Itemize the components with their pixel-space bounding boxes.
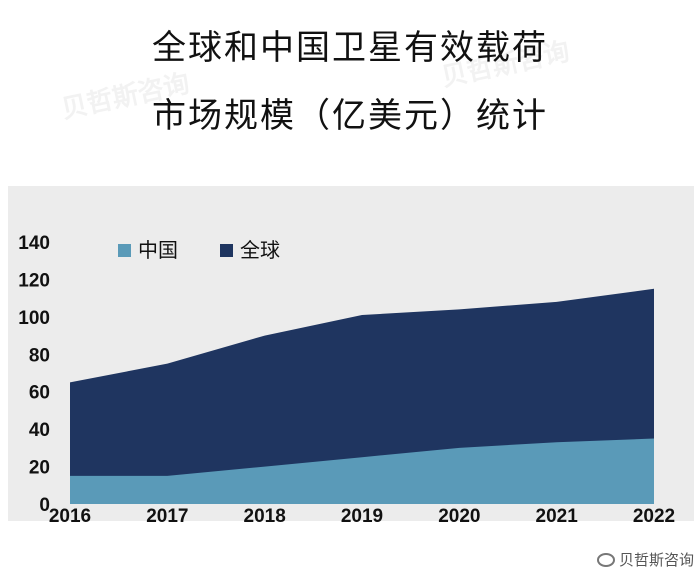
- y-axis-ticks: 0 20 40 60 80 100 120 140: [18, 233, 50, 516]
- chart-title-line-2: 市场规模（亿美元）统计: [152, 96, 548, 136]
- legend-swatch-global: [220, 244, 233, 257]
- x-tick-label: 2017: [146, 506, 188, 527]
- x-tick-label: 2020: [438, 506, 480, 527]
- footer-watermark: 贝哲斯咨询: [596, 549, 694, 570]
- x-axis-ticks: 2016 2017 2018 2019 2020 2021 2022: [49, 506, 675, 527]
- area-series-china: [70, 438, 654, 504]
- footer-watermark-text: 贝哲斯咨询: [618, 551, 694, 569]
- legend-label-global: 全球: [240, 238, 280, 262]
- chart-title-line-1: 全球和中国卫星有效载荷: [152, 28, 548, 68]
- y-tick-label: 60: [29, 383, 50, 404]
- area-layer: [70, 288, 654, 504]
- y-tick-label: 120: [18, 270, 50, 291]
- y-tick-label: 140: [18, 233, 50, 254]
- x-tick-label: 2022: [633, 506, 675, 527]
- x-tick-label: 2021: [536, 506, 579, 527]
- legend-swatch-china: [118, 244, 131, 257]
- x-tick-label: 2018: [244, 506, 286, 527]
- y-tick-label: 20: [29, 458, 50, 479]
- x-tick-label: 2016: [49, 506, 91, 527]
- x-tick-label: 2019: [341, 506, 383, 527]
- y-tick-label: 0: [39, 495, 50, 516]
- y-tick-label: 100: [18, 308, 50, 329]
- legend: 中国 全球: [118, 238, 280, 262]
- y-tick-label: 40: [29, 420, 50, 441]
- y-tick-label: 80: [29, 345, 50, 366]
- weibo-icon: [596, 552, 615, 567]
- chart-panel: 0 20 40 60 80 100 120 140 2016 2017 2018 2019 2020 2…: [8, 186, 694, 527]
- legend-label-china: 中国: [138, 238, 178, 262]
